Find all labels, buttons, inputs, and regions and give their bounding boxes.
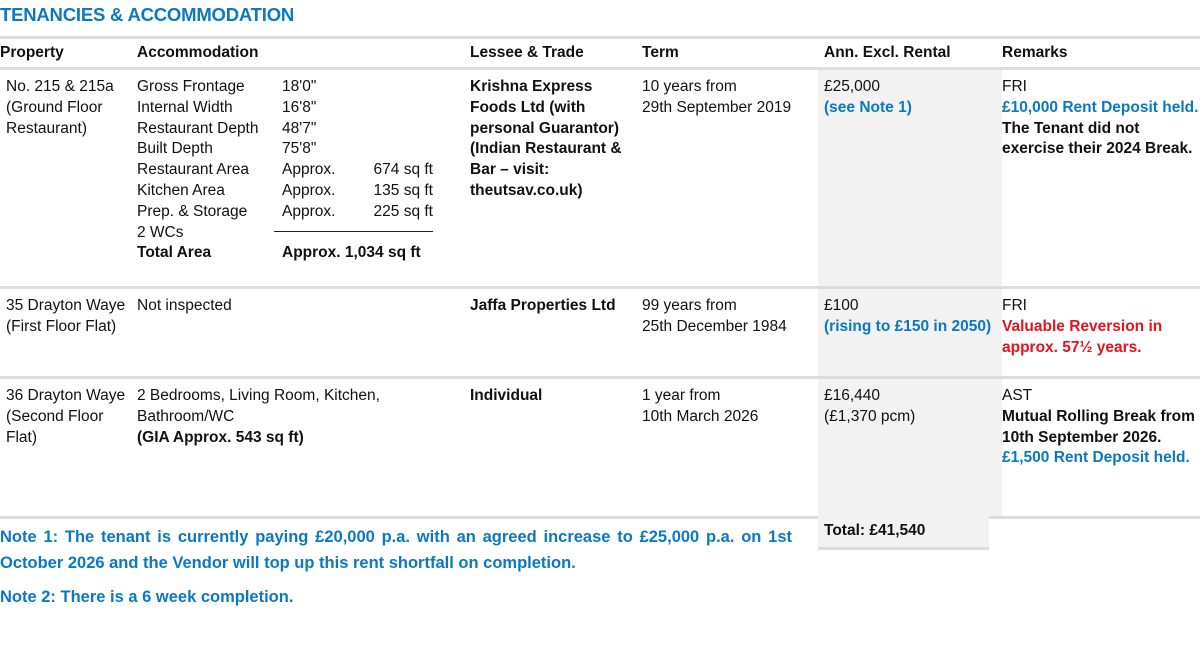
- rental-cell: £100 (rising to £150 in 2050): [818, 287, 1002, 379]
- property-line: No. 215 & 215a: [6, 78, 114, 95]
- acc-label: Kitchen Area: [137, 181, 225, 199]
- acc-label: Restaurant Depth: [137, 119, 259, 137]
- acc-total-value: Approx. 1,034 sq ft: [282, 244, 421, 262]
- acc-area: 135 sq ft: [373, 181, 433, 199]
- acc-area: 674 sq ft: [373, 161, 433, 179]
- remarks-cell: FRI Valuable Reversion in approx. 57½ ye…: [1002, 287, 1200, 379]
- term-line: 99 years from: [642, 297, 737, 314]
- accommodation-schedule: Gross Frontage 18'0" Internal Width 16'8" …: [137, 77, 470, 264]
- accommodation-cell: 2 Bedrooms, Living Room, Kitchen, Bathro…: [137, 377, 470, 519]
- property-cell: 35 Drayton Waye (First Floor Flat): [0, 287, 137, 379]
- remarks-lease-type: FRI: [1002, 297, 1027, 314]
- notes: Note 1: The tenant is currently paying £…: [0, 524, 792, 618]
- rental-value: £16,440: [824, 387, 881, 404]
- acc-value: Approx.: [282, 181, 336, 199]
- remarks-break: The Tenant did not exercise their 2024 B…: [1002, 119, 1193, 158]
- acc-total-label: Total Area: [137, 244, 212, 262]
- property-cell: 36 Drayton Waye (Second Floor Flat): [0, 377, 137, 519]
- rental-note: (£1,370 pcm): [824, 407, 916, 425]
- note-1: Note 1: The tenant is currently paying £…: [0, 528, 792, 572]
- term-line: 29th September 2019: [642, 98, 792, 116]
- header-accommodation: Accommodation: [137, 36, 470, 70]
- tenancy-table: Property Accommodation Lessee & Trade Te…: [0, 36, 1200, 519]
- rental-total: Total: £41,540: [818, 514, 989, 550]
- acc-label: Built Depth: [137, 140, 213, 158]
- lessee-cell: Jaffa Properties Ltd: [470, 287, 642, 379]
- term-cell: 99 years from 25th December 1984: [642, 287, 818, 379]
- note-2: Note 2: There is a 6 week completion.: [0, 588, 294, 606]
- header-rental: Ann. Excl. Rental: [818, 36, 1002, 70]
- accommodation-cell: Gross Frontage 18'0" Internal Width 16'8" …: [137, 68, 470, 289]
- section-title: TENANCIES & ACCOMMODATION: [0, 4, 295, 25]
- remarks-cell: FRI £10,000 Rent Deposit held. The Tenan…: [1002, 68, 1200, 289]
- acc-value: Approx.: [282, 161, 336, 179]
- header-lessee: Lessee & Trade: [470, 36, 642, 70]
- acc-label: 2 WCs: [137, 223, 184, 241]
- remarks-deposit: £10,000 Rent Deposit held.: [1002, 98, 1199, 116]
- acc-value: 75'8": [282, 140, 317, 158]
- rental-value: £100: [824, 297, 859, 314]
- acc-value: 18'0": [282, 78, 317, 95]
- table-row: 35 Drayton Waye (First Floor Flat) Not i…: [0, 287, 1200, 379]
- lessee-cell: Individual: [470, 377, 642, 519]
- remarks-lease-type: AST: [1002, 387, 1033, 404]
- acc-value: 48'7": [282, 119, 317, 137]
- accommodation-text: 2 Bedrooms, Living Room, Kitchen, Bathro…: [137, 387, 380, 425]
- header-property: Property: [0, 36, 137, 70]
- acc-label: Restaurant Area: [137, 161, 250, 179]
- rental-note: (rising to £150 in 2050): [824, 317, 992, 335]
- term-line: 10 years from: [642, 78, 737, 95]
- total-rule: [274, 230, 433, 232]
- remarks-lease-type: FRI: [1002, 78, 1027, 95]
- term-line: 1 year from: [642, 387, 721, 404]
- rental-note-link[interactable]: (see Note 1): [824, 98, 912, 116]
- table-header-row: Property Accommodation Lessee & Trade Te…: [0, 36, 1200, 70]
- header-remarks: Remarks: [1002, 36, 1200, 70]
- accommodation-gia: (GIA Approx. 543 sq ft): [137, 428, 304, 446]
- acc-label: Internal Width: [137, 98, 233, 116]
- term-line: 10th March 2026: [642, 407, 759, 425]
- table-row: 36 Drayton Waye (Second Floor Flat) 2 Be…: [0, 377, 1200, 519]
- acc-value: 16'8": [282, 98, 317, 116]
- lessee-cell: Krishna Express Foods Ltd (with personal…: [470, 68, 642, 289]
- property-cell: No. 215 & 215a (Ground Floor Restaurant): [0, 68, 137, 289]
- acc-label: Gross Frontage: [137, 78, 245, 95]
- remarks-deposit: £1,500 Rent Deposit held.: [1002, 449, 1190, 467]
- rental-cell: £25,000 (see Note 1): [818, 68, 1002, 289]
- term-cell: 10 years from 29th September 2019: [642, 68, 818, 289]
- remarks-break: Mutual Rolling Break from 10th September…: [1002, 407, 1195, 446]
- acc-value: Approx.: [282, 202, 336, 220]
- header-term: Term: [642, 36, 818, 70]
- term-cell: 1 year from 10th March 2026: [642, 377, 818, 519]
- rental-value: £25,000: [824, 78, 881, 95]
- remarks-reversion: Valuable Reversion in approx. 57½ years.: [1002, 317, 1163, 356]
- property-line: Restaurant): [6, 119, 87, 137]
- accommodation-cell: Not inspected: [137, 287, 470, 379]
- remarks-cell: AST Mutual Rolling Break from 10th Septe…: [1002, 377, 1200, 519]
- acc-area: 225 sq ft: [373, 202, 433, 220]
- property-line: (Ground Floor: [6, 98, 103, 116]
- term-line: 25th December 1984: [642, 317, 787, 335]
- table-row: No. 215 & 215a (Ground Floor Restaurant)…: [0, 68, 1200, 289]
- rental-cell: £16,440 (£1,370 pcm): [818, 377, 1002, 519]
- acc-label: Prep. & Storage: [137, 202, 248, 220]
